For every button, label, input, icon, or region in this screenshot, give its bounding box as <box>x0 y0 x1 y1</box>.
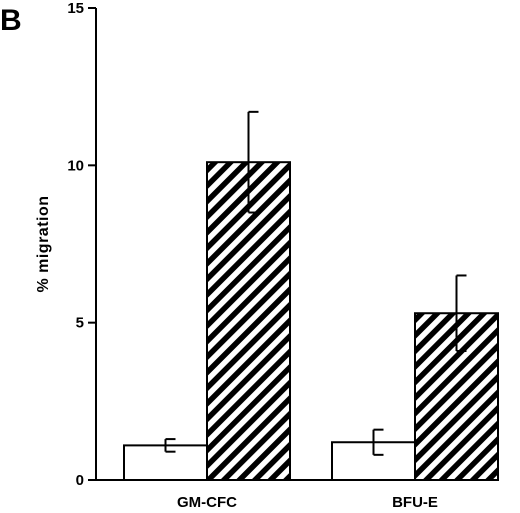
bars <box>123 110 499 481</box>
y-tick-label: 10 <box>67 157 84 174</box>
y-axis-label: % migration <box>35 195 52 292</box>
y-tick-label: 15 <box>67 0 84 17</box>
y-tick-label: 0 <box>76 472 84 489</box>
x-category-labels: GM-CFC BFU-E <box>177 494 438 511</box>
panel-label: B <box>0 4 22 37</box>
y-tick-label: 5 <box>76 315 84 332</box>
x-category-label: BFU-E <box>392 494 438 511</box>
bar-hatched <box>206 161 291 481</box>
x-category-label: GM-CFC <box>177 494 237 511</box>
y-ticks: 0 5 10 15 <box>67 0 96 489</box>
